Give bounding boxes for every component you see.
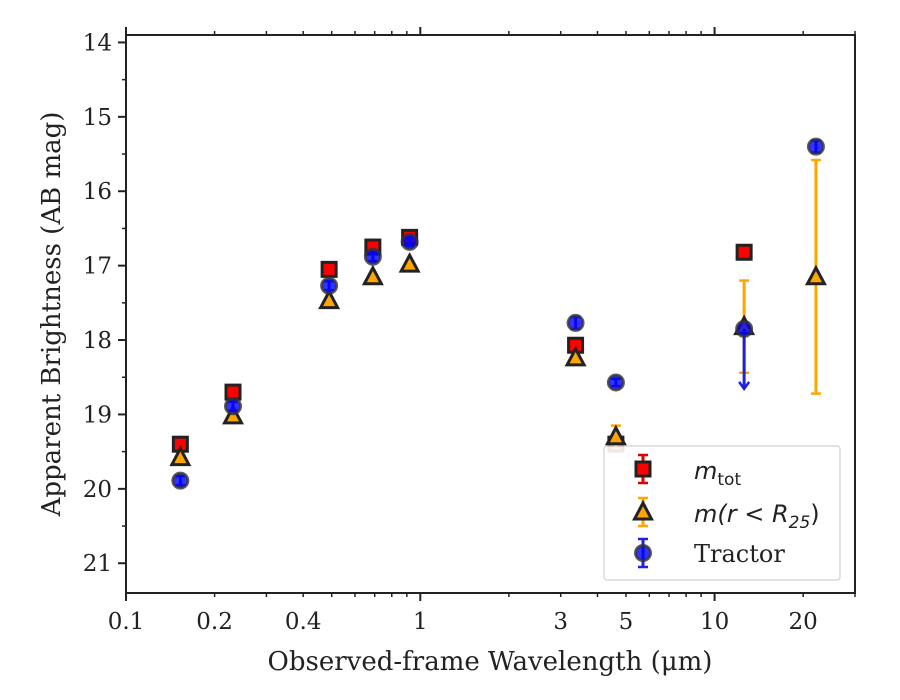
y-tick-label: 14 [83, 30, 112, 56]
data-point-circle [806, 137, 825, 156]
data-point-triangle [169, 445, 192, 467]
legend-label-mr25-close: ) [810, 500, 819, 528]
legend-marker-triangle [632, 499, 654, 521]
y-tick-label: 19 [83, 402, 112, 428]
x-tick-label: 1 [413, 609, 428, 635]
y-tick-label: 18 [83, 328, 112, 354]
legend-label-tractor: Tractor [694, 540, 785, 568]
x-tick-label: 0.4 [285, 609, 322, 635]
legend-label-mtot-sub: tot [717, 470, 741, 490]
data-point-square [735, 243, 753, 261]
legend: mtot m(r < R25) Tractor [603, 445, 841, 581]
data-point-triangle [318, 288, 341, 310]
data-point-square [320, 260, 338, 278]
y-axis-label: Apparent Brightness (AB mag) [37, 112, 67, 518]
data-point-circle [735, 319, 754, 338]
y-tick-label: 21 [83, 551, 112, 577]
data-point-circle [224, 397, 243, 416]
data-point-circle [566, 313, 585, 332]
legend-box [603, 445, 841, 581]
y-tick-label: 15 [83, 105, 112, 131]
data-point-triangle [398, 251, 421, 273]
x-tick-label: 5 [619, 609, 634, 635]
y-tick-label: 17 [83, 254, 112, 280]
upper-limit-arrow-head [738, 381, 751, 392]
data-point-triangle [361, 264, 384, 286]
legend-markers [632, 453, 654, 569]
x-tick-label: 3 [553, 609, 568, 635]
axis-ticks: 14 15 16 17 18 19 20 21 0.1 0.2 0.4 1 3 5 10 20 [83, 27, 856, 635]
x-tick-label: 10 [700, 609, 729, 635]
data-point-circle [171, 471, 190, 490]
y-tick-label: 20 [83, 477, 112, 503]
x-tick-label: 0.2 [196, 609, 233, 635]
legend-label-mr25: m(r < R25) [694, 500, 820, 533]
data-point-square [224, 383, 242, 401]
x-tick-label: 20 [789, 609, 818, 635]
legend-label-mtot: mtot [694, 457, 741, 490]
legend-label-mr25-sub: 25 [789, 513, 811, 533]
x-axis-label: Observed-frame Wavelength (μm) [268, 647, 713, 677]
legend-marker-square [634, 460, 652, 478]
legend-marker-circle [634, 544, 652, 562]
data-point-triangle [804, 264, 827, 286]
y-tick-label: 16 [83, 179, 112, 205]
x-tick-label: 0.1 [108, 609, 145, 635]
data-point-triangle [604, 424, 627, 446]
data-point-circle [606, 373, 625, 392]
data-marks [169, 137, 827, 490]
series-circle [171, 137, 825, 490]
data-point-circle [363, 247, 382, 266]
data-point-circle [400, 232, 419, 251]
data-point-circle [320, 276, 339, 295]
plot-frame [125, 34, 856, 594]
data-point-triangle [564, 345, 587, 367]
